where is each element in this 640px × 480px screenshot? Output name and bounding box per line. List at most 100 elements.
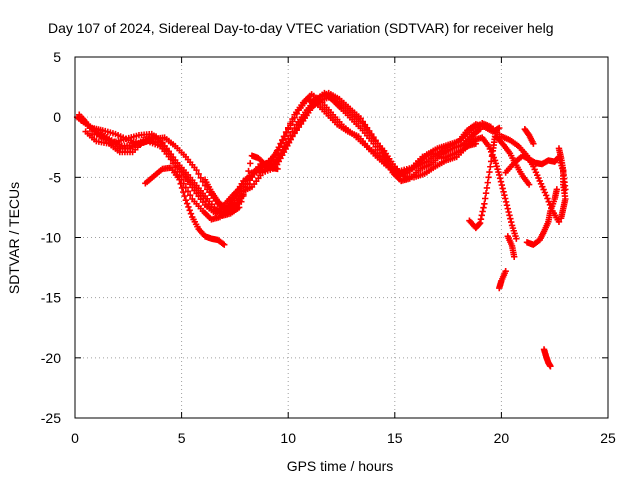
data-point [187, 210, 195, 217]
data-point [507, 215, 514, 222]
tick-layer: 0 5 10 15 20 25 -25 -20 -15 -10 -5 0 5 [41, 49, 616, 446]
y-tick-label: -10 [41, 230, 61, 246]
data-point [277, 140, 284, 147]
x-axis-label: GPS time / hours [287, 458, 394, 474]
data-point [501, 191, 508, 199]
data-point [193, 166, 200, 174]
data-point [488, 152, 496, 160]
data-point [219, 240, 227, 247]
data-point [185, 203, 192, 211]
series-s15 [504, 233, 518, 260]
data-point [177, 180, 184, 188]
data-point [500, 188, 507, 195]
data-point [525, 181, 533, 188]
grid-layer [75, 57, 608, 418]
data-point [487, 163, 494, 170]
x-tick-label: 15 [387, 430, 403, 446]
data-point [481, 195, 489, 202]
data-point [180, 188, 187, 196]
x-tick-label: 5 [178, 430, 186, 446]
data-point [481, 200, 488, 208]
data-point [557, 215, 565, 222]
y-tick-label: 0 [53, 109, 61, 125]
data-point [482, 190, 490, 197]
series-s7 [201, 152, 281, 215]
data-point [243, 175, 251, 182]
data-point [221, 241, 228, 248]
data-point [510, 253, 518, 260]
y-tick-label: -5 [49, 169, 62, 185]
data-point [504, 205, 511, 212]
data-point [476, 219, 484, 227]
series-s13 [555, 145, 569, 222]
series-s4 [80, 89, 520, 242]
data-point [555, 218, 563, 226]
data-point [498, 181, 506, 189]
y-tick-label: 5 [53, 49, 61, 65]
series-s5 [82, 93, 480, 216]
data-point [485, 174, 492, 181]
series-s8 [466, 133, 533, 232]
data-point [496, 171, 503, 179]
data-point [476, 126, 484, 133]
series-s11 [521, 126, 537, 147]
data-point [186, 191, 194, 199]
x-tick-label: 25 [600, 430, 616, 446]
series-s9 [496, 267, 509, 292]
data-point [496, 124, 503, 132]
data-point [273, 147, 281, 155]
data-point [480, 204, 487, 211]
data-point [178, 184, 186, 192]
data-point [497, 178, 505, 185]
x-tick-label: 20 [494, 430, 510, 446]
data-point [287, 120, 294, 127]
data-point [241, 183, 249, 190]
data-point [232, 203, 239, 210]
data-point [487, 158, 495, 165]
data-point [553, 186, 561, 193]
data-point [502, 198, 510, 206]
data-point [477, 216, 485, 223]
data-point [508, 218, 515, 226]
y-tick-label: -20 [41, 350, 61, 366]
data-point [275, 144, 283, 151]
data-point [279, 136, 286, 144]
data-point [542, 192, 550, 199]
data-point [502, 195, 509, 202]
data-point [486, 168, 493, 176]
series-s12 [523, 186, 561, 248]
data-point [245, 167, 252, 175]
series-s2 [76, 91, 563, 226]
data-point [503, 202, 511, 209]
data-point [240, 190, 247, 198]
data-point [280, 133, 288, 140]
data-point [505, 208, 512, 216]
data-point [479, 208, 486, 215]
data-point [484, 179, 491, 186]
plot-frame [74, 56, 609, 419]
chart-title: Day 107 of 2024, Sidereal Day-to-day VTE… [48, 20, 554, 36]
data-point [176, 176, 183, 183]
series-s14 [540, 346, 554, 370]
data-point [183, 200, 191, 207]
data-point [186, 207, 193, 214]
data-point [282, 128, 290, 136]
data-point [247, 160, 254, 167]
data-point [476, 220, 483, 228]
data-point [530, 140, 537, 147]
x-tick-label: 0 [71, 430, 79, 446]
data-point [197, 174, 204, 182]
y-axis-label: SDTVAR / TECUs [6, 182, 22, 294]
data-point [496, 175, 504, 182]
data-points [73, 89, 569, 370]
data-point [478, 212, 485, 219]
data-point [272, 151, 279, 158]
data-point [502, 267, 509, 275]
data-point [289, 115, 296, 123]
y-tick-label: -25 [41, 410, 61, 426]
data-point [544, 195, 551, 202]
x-tick-label: 10 [280, 430, 296, 446]
data-point [547, 363, 554, 370]
y-tick-label: -15 [41, 290, 61, 306]
